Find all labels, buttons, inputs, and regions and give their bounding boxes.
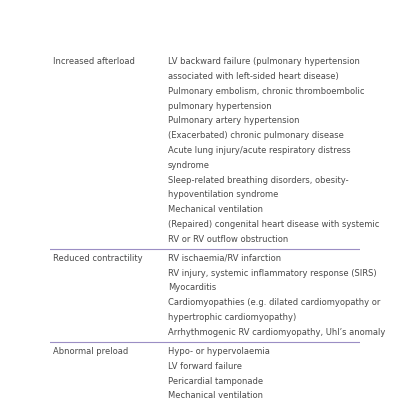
Text: Pulmonary artery hypertension: Pulmonary artery hypertension	[168, 116, 299, 125]
Text: Hypo- or hypervolaemia: Hypo- or hypervolaemia	[168, 347, 270, 356]
Text: (Exacerbated) chronic pulmonary disease: (Exacerbated) chronic pulmonary disease	[168, 131, 344, 140]
Text: RV injury, systemic inflammatory response (SIRS): RV injury, systemic inflammatory respons…	[168, 269, 376, 278]
Text: Reduced contractility: Reduced contractility	[53, 254, 143, 263]
Text: Increased afterload: Increased afterload	[53, 57, 135, 66]
Text: Acute lung injury/acute respiratory distress: Acute lung injury/acute respiratory dist…	[168, 146, 350, 155]
Text: Abnormal preload: Abnormal preload	[53, 347, 128, 356]
Text: (Repaired) congenital heart disease with systemic: (Repaired) congenital heart disease with…	[168, 220, 379, 229]
Text: LV forward failure: LV forward failure	[168, 362, 242, 371]
Text: syndrome: syndrome	[168, 161, 210, 170]
Text: hypertrophic cardiomyopathy): hypertrophic cardiomyopathy)	[168, 313, 296, 322]
Text: RV ischaemia/RV infarction: RV ischaemia/RV infarction	[168, 254, 281, 263]
Text: Myocarditis: Myocarditis	[168, 284, 216, 292]
Text: Cardiomyopathies (e.g. dilated cardiomyopathy or: Cardiomyopathies (e.g. dilated cardiomyo…	[168, 298, 380, 307]
Text: Arrhythmogenic RV cardiomyopathy, Uhl’s anomaly: Arrhythmogenic RV cardiomyopathy, Uhl’s …	[168, 328, 385, 337]
Text: associated with left-sided heart disease): associated with left-sided heart disease…	[168, 72, 338, 81]
Text: Pulmonary embolism, chronic thromboembolic: Pulmonary embolism, chronic thromboembol…	[168, 87, 364, 96]
Text: Sleep-related breathing disorders, obesity-: Sleep-related breathing disorders, obesi…	[168, 176, 348, 184]
Text: Mechanical ventilation: Mechanical ventilation	[168, 205, 263, 214]
Text: hypoventilation syndrome: hypoventilation syndrome	[168, 190, 278, 199]
Text: LV backward failure (pulmonary hypertension: LV backward failure (pulmonary hypertens…	[168, 57, 360, 66]
Text: Mechanical ventilation: Mechanical ventilation	[168, 391, 263, 400]
Text: pulmonary hypertension: pulmonary hypertension	[168, 102, 272, 110]
Text: RV or RV outflow obstruction: RV or RV outflow obstruction	[168, 235, 288, 244]
Text: Pericardial tamponade: Pericardial tamponade	[168, 376, 263, 386]
